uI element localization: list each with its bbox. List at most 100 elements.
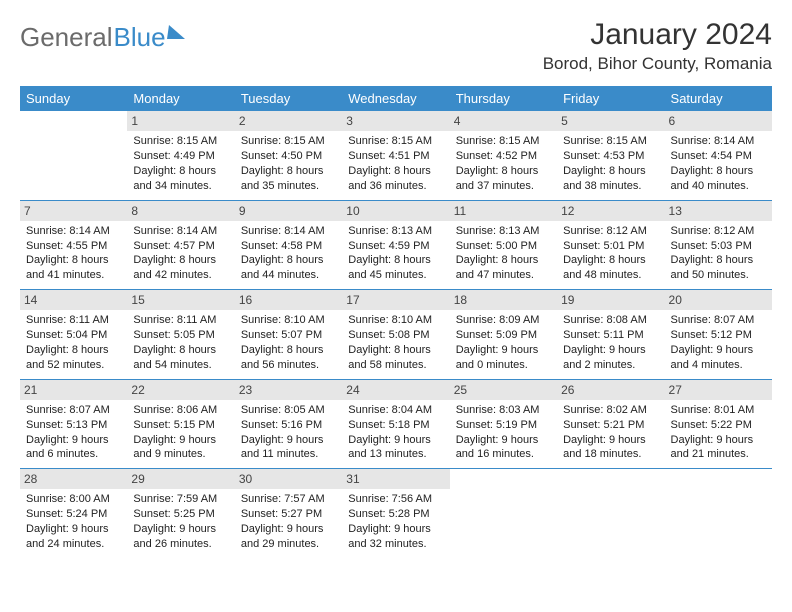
weekday-header: Thursday [450,86,557,111]
sunrise-text: Sunrise: 8:11 AM [133,313,228,328]
daylight-text: Daylight: 8 hours [671,164,766,179]
daylight-text: and 0 minutes. [456,358,551,373]
daylight-text: Daylight: 8 hours [348,164,443,179]
sunset-text: Sunset: 4:59 PM [348,239,443,254]
sunrise-text: Sunrise: 8:06 AM [133,403,228,418]
daylight-text: and 50 minutes. [671,268,766,283]
day-number: 16 [235,290,342,310]
daylight-text: Daylight: 8 hours [241,253,336,268]
logo: GeneralBlue [20,22,186,53]
daylight-text: Daylight: 9 hours [26,522,121,537]
sunset-text: Sunset: 4:52 PM [456,149,551,164]
daylight-text: Daylight: 8 hours [241,343,336,358]
sunset-text: Sunset: 5:04 PM [26,328,121,343]
calendar-week-row: 21Sunrise: 8:07 AMSunset: 5:13 PMDayligh… [20,379,772,469]
calendar-day-cell: 1Sunrise: 8:15 AMSunset: 4:49 PMDaylight… [127,111,234,200]
daylight-text: and 2 minutes. [563,358,658,373]
calendar-day-cell: 8 Sunrise: 8:14 AMSunset: 4:57 PMDaylight… [127,200,234,290]
logo-text-1: General [20,22,113,53]
sunset-text: Sunset: 5:11 PM [563,328,658,343]
day-number: 27 [665,380,772,400]
daylight-text: and 48 minutes. [563,268,658,283]
daylight-text: Daylight: 9 hours [133,522,228,537]
sunrise-text: Sunrise: 8:13 AM [348,224,443,239]
daylight-text: and 6 minutes. [26,447,121,462]
sunrise-text: Sunrise: 8:10 AM [241,313,336,328]
title-block: January 2024 Borod, Bihor County, Romani… [543,18,772,74]
day-number: 7 [20,201,127,221]
daylight-text: Daylight: 9 hours [348,522,443,537]
daylight-text: Daylight: 9 hours [456,343,551,358]
sunrise-text: Sunrise: 8:13 AM [456,224,551,239]
sunset-text: Sunset: 4:57 PM [133,239,228,254]
daylight-text: and 52 minutes. [26,358,121,373]
calendar-day-cell: 4Sunrise: 8:15 AMSunset: 4:52 PMDaylight… [450,111,557,200]
calendar-day-cell: 19Sunrise: 8:08 AMSunset: 5:11 PMDayligh… [557,290,664,380]
day-number: 24 [342,380,449,400]
calendar-day-cell [450,469,557,558]
day-number: 15 [127,290,234,310]
calendar-day-cell: 2Sunrise: 8:15 AMSunset: 4:50 PMDaylight… [235,111,342,200]
location-subtitle: Borod, Bihor County, Romania [543,54,772,74]
day-number: 28 [20,469,127,489]
daylight-text: and 18 minutes. [563,447,658,462]
day-number: 13 [665,201,772,221]
daylight-text: and 21 minutes. [671,447,766,462]
calendar-day-cell: 10Sunrise: 8:13 AMSunset: 4:59 PMDayligh… [342,200,449,290]
weekday-header: Wednesday [342,86,449,111]
daylight-text: and 35 minutes. [241,179,336,194]
daylight-text: and 37 minutes. [456,179,551,194]
sunset-text: Sunset: 5:00 PM [456,239,551,254]
sunset-text: Sunset: 5:09 PM [456,328,551,343]
calendar-day-cell: 28Sunrise: 8:00 AMSunset: 5:24 PMDayligh… [20,469,127,558]
calendar-week-row: 1Sunrise: 8:15 AMSunset: 4:49 PMDaylight… [20,111,772,200]
daylight-text: Daylight: 8 hours [348,253,443,268]
sunset-text: Sunset: 4:49 PM [133,149,228,164]
sunrise-text: Sunrise: 8:09 AM [456,313,551,328]
calendar-day-cell: 22Sunrise: 8:06 AMSunset: 5:15 PMDayligh… [127,379,234,469]
sunrise-text: Sunrise: 8:04 AM [348,403,443,418]
daylight-text: and 13 minutes. [348,447,443,462]
sunset-text: Sunset: 5:05 PM [133,328,228,343]
daylight-text: Daylight: 8 hours [26,343,121,358]
sunset-text: Sunset: 4:50 PM [241,149,336,164]
daylight-text: Daylight: 9 hours [456,433,551,448]
day-number: 4 [450,111,557,131]
daylight-text: and 38 minutes. [563,179,658,194]
day-number: 23 [235,380,342,400]
daylight-text: and 45 minutes. [348,268,443,283]
daylight-text: Daylight: 8 hours [26,253,121,268]
day-number: 8 [127,201,234,221]
sunset-text: Sunset: 5:08 PM [348,328,443,343]
calendar-day-cell: 17Sunrise: 8:10 AMSunset: 5:08 PMDayligh… [342,290,449,380]
daylight-text: and 54 minutes. [133,358,228,373]
sunset-text: Sunset: 4:55 PM [26,239,121,254]
sunset-text: Sunset: 5:16 PM [241,418,336,433]
daylight-text: and 34 minutes. [133,179,228,194]
daylight-text: Daylight: 8 hours [456,164,551,179]
day-number: 18 [450,290,557,310]
sunrise-text: Sunrise: 7:59 AM [133,492,228,507]
day-number: 5 [557,111,664,131]
day-number: 9 [235,201,342,221]
day-number: 21 [20,380,127,400]
sunset-text: Sunset: 5:28 PM [348,507,443,522]
sunrise-text: Sunrise: 8:01 AM [671,403,766,418]
sunrise-text: Sunrise: 8:14 AM [133,224,228,239]
daylight-text: and 58 minutes. [348,358,443,373]
daylight-text: and 32 minutes. [348,537,443,552]
daylight-text: and 9 minutes. [133,447,228,462]
daylight-text: and 47 minutes. [456,268,551,283]
day-number: 31 [342,469,449,489]
sunrise-text: Sunrise: 8:10 AM [348,313,443,328]
daylight-text: Daylight: 8 hours [133,164,228,179]
calendar-day-cell: 12Sunrise: 8:12 AMSunset: 5:01 PMDayligh… [557,200,664,290]
logo-text-2: Blue [114,22,166,53]
calendar-day-cell: 20Sunrise: 8:07 AMSunset: 5:12 PMDayligh… [665,290,772,380]
sunset-text: Sunset: 5:15 PM [133,418,228,433]
sunrise-text: Sunrise: 8:14 AM [26,224,121,239]
day-number: 3 [342,111,449,131]
day-number: 1 [127,111,234,131]
daylight-text: Daylight: 8 hours [133,253,228,268]
calendar-day-cell: 29Sunrise: 7:59 AMSunset: 5:25 PMDayligh… [127,469,234,558]
